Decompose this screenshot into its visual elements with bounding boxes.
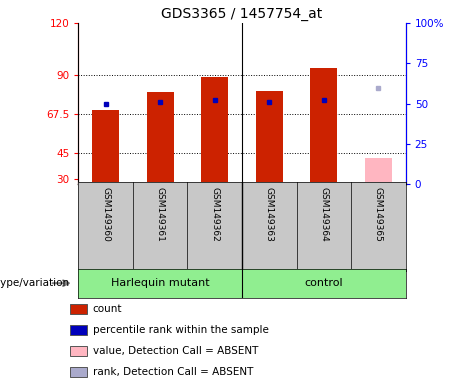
Title: GDS3365 / 1457754_at: GDS3365 / 1457754_at (161, 7, 323, 21)
Text: GSM149360: GSM149360 (101, 187, 110, 242)
Text: control: control (305, 278, 343, 288)
Bar (256, 91, 283, 184)
Bar (365, 158, 392, 184)
Bar (70, 325, 87, 335)
Bar (310, 68, 337, 184)
Bar (70, 367, 87, 377)
Text: GSM149363: GSM149363 (265, 187, 274, 242)
Bar (70, 305, 87, 314)
Text: GSM149361: GSM149361 (156, 187, 165, 242)
Text: GSM149364: GSM149364 (319, 187, 328, 242)
Text: value, Detection Call = ABSENT: value, Detection Call = ABSENT (93, 346, 258, 356)
Bar (201, 77, 228, 184)
Bar (92, 110, 119, 184)
Text: rank, Detection Call = ABSENT: rank, Detection Call = ABSENT (93, 367, 253, 377)
Bar (147, 93, 174, 184)
Text: GSM149362: GSM149362 (210, 187, 219, 242)
Text: genotype/variation: genotype/variation (0, 278, 69, 288)
Text: GSM149365: GSM149365 (374, 187, 383, 242)
Text: Harlequin mutant: Harlequin mutant (111, 278, 209, 288)
Text: count: count (93, 304, 122, 314)
Text: percentile rank within the sample: percentile rank within the sample (93, 325, 269, 335)
Bar (70, 346, 87, 356)
